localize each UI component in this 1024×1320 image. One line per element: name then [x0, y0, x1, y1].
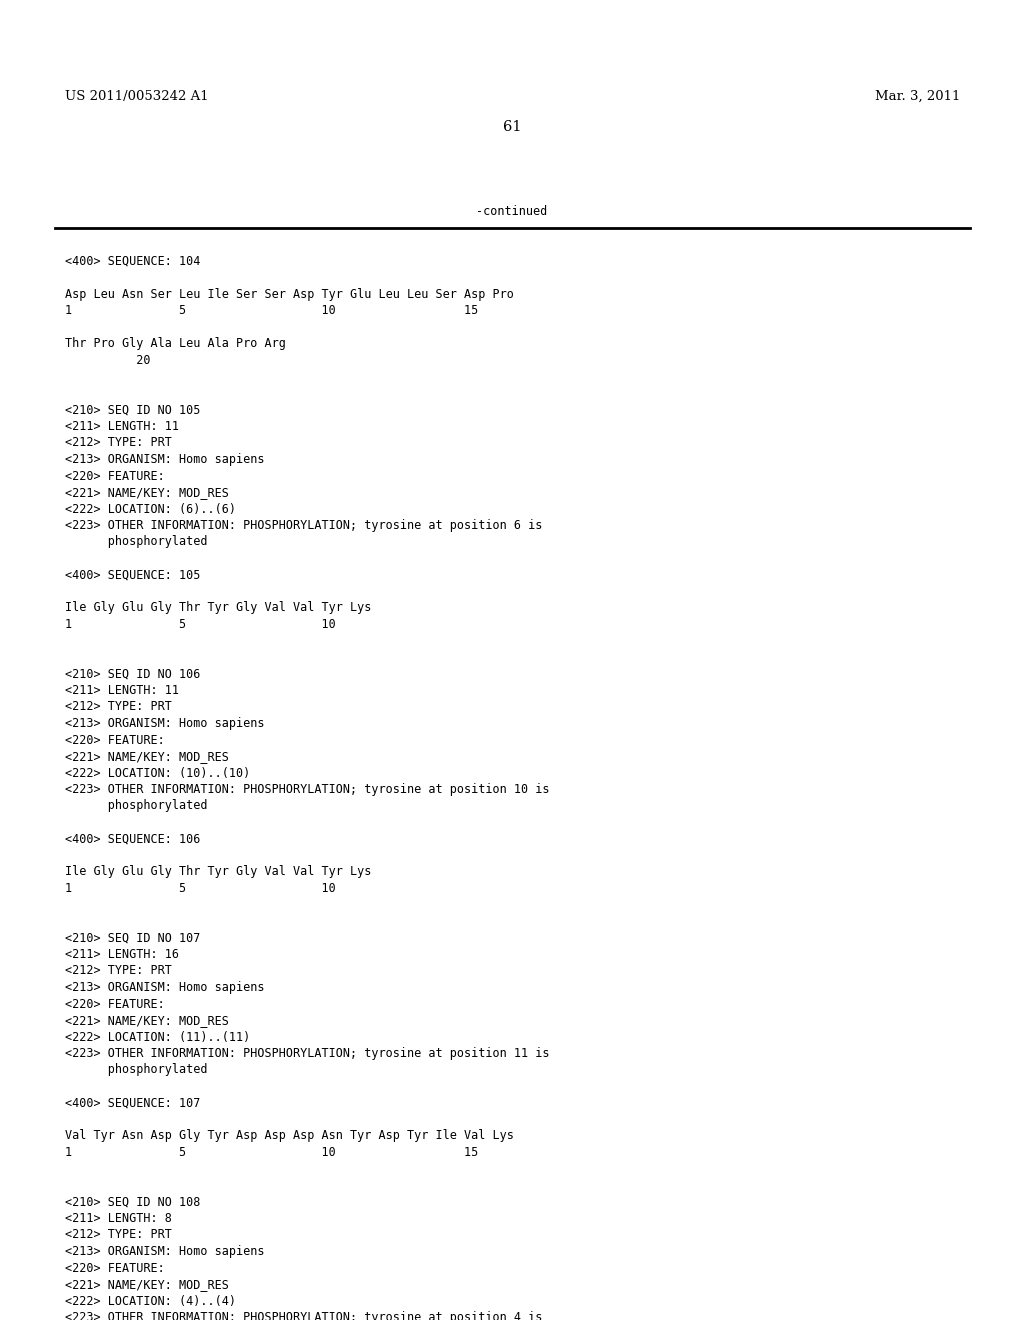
Text: 20: 20 — [65, 354, 151, 367]
Text: <222> LOCATION: (4)..(4): <222> LOCATION: (4)..(4) — [65, 1295, 236, 1308]
Text: <222> LOCATION: (6)..(6): <222> LOCATION: (6)..(6) — [65, 503, 236, 516]
Text: <222> LOCATION: (11)..(11): <222> LOCATION: (11)..(11) — [65, 1031, 250, 1044]
Text: <223> OTHER INFORMATION: PHOSPHORYLATION; tyrosine at position 4 is: <223> OTHER INFORMATION: PHOSPHORYLATION… — [65, 1311, 543, 1320]
Text: <220> FEATURE:: <220> FEATURE: — [65, 998, 165, 1011]
Text: <212> TYPE: PRT: <212> TYPE: PRT — [65, 965, 172, 978]
Text: <210> SEQ ID NO 108: <210> SEQ ID NO 108 — [65, 1196, 201, 1209]
Text: <213> ORGANISM: Homo sapiens: <213> ORGANISM: Homo sapiens — [65, 981, 264, 994]
Text: <221> NAME/KEY: MOD_RES: <221> NAME/KEY: MOD_RES — [65, 750, 229, 763]
Text: <220> FEATURE:: <220> FEATURE: — [65, 470, 165, 483]
Text: phosphorylated: phosphorylated — [65, 800, 208, 813]
Text: <400> SEQUENCE: 106: <400> SEQUENCE: 106 — [65, 833, 201, 846]
Text: <212> TYPE: PRT: <212> TYPE: PRT — [65, 1229, 172, 1242]
Text: <220> FEATURE:: <220> FEATURE: — [65, 734, 165, 747]
Text: phosphorylated: phosphorylated — [65, 1064, 208, 1077]
Text: Asp Leu Asn Ser Leu Ile Ser Ser Asp Tyr Glu Leu Leu Ser Asp Pro: Asp Leu Asn Ser Leu Ile Ser Ser Asp Tyr … — [65, 288, 514, 301]
Text: <400> SEQUENCE: 107: <400> SEQUENCE: 107 — [65, 1097, 201, 1110]
Text: <400> SEQUENCE: 104: <400> SEQUENCE: 104 — [65, 255, 201, 268]
Text: Mar. 3, 2011: Mar. 3, 2011 — [874, 90, 961, 103]
Text: <222> LOCATION: (10)..(10): <222> LOCATION: (10)..(10) — [65, 767, 250, 780]
Text: <220> FEATURE:: <220> FEATURE: — [65, 1262, 165, 1275]
Text: 1               5                   10: 1 5 10 — [65, 618, 336, 631]
Text: <213> ORGANISM: Homo sapiens: <213> ORGANISM: Homo sapiens — [65, 1245, 264, 1258]
Text: <213> ORGANISM: Homo sapiens: <213> ORGANISM: Homo sapiens — [65, 453, 264, 466]
Text: <221> NAME/KEY: MOD_RES: <221> NAME/KEY: MOD_RES — [65, 1278, 229, 1291]
Text: <212> TYPE: PRT: <212> TYPE: PRT — [65, 701, 172, 714]
Text: US 2011/0053242 A1: US 2011/0053242 A1 — [65, 90, 209, 103]
Text: Ile Gly Glu Gly Thr Tyr Gly Val Val Tyr Lys: Ile Gly Glu Gly Thr Tyr Gly Val Val Tyr … — [65, 866, 372, 879]
Text: 61: 61 — [503, 120, 521, 135]
Text: 1               5                   10                  15: 1 5 10 15 — [65, 1146, 478, 1159]
Text: <211> LENGTH: 16: <211> LENGTH: 16 — [65, 948, 179, 961]
Text: 1               5                   10: 1 5 10 — [65, 882, 336, 895]
Text: Val Tyr Asn Asp Gly Tyr Asp Asp Asp Asn Tyr Asp Tyr Ile Val Lys: Val Tyr Asn Asp Gly Tyr Asp Asp Asp Asn … — [65, 1130, 514, 1143]
Text: Thr Pro Gly Ala Leu Ala Pro Arg: Thr Pro Gly Ala Leu Ala Pro Arg — [65, 338, 286, 351]
Text: <212> TYPE: PRT: <212> TYPE: PRT — [65, 437, 172, 450]
Text: Ile Gly Glu Gly Thr Tyr Gly Val Val Tyr Lys: Ile Gly Glu Gly Thr Tyr Gly Val Val Tyr … — [65, 602, 372, 615]
Text: 1               5                   10                  15: 1 5 10 15 — [65, 305, 478, 318]
Text: <211> LENGTH: 11: <211> LENGTH: 11 — [65, 684, 179, 697]
Text: <211> LENGTH: 11: <211> LENGTH: 11 — [65, 420, 179, 433]
Text: <221> NAME/KEY: MOD_RES: <221> NAME/KEY: MOD_RES — [65, 486, 229, 499]
Text: <221> NAME/KEY: MOD_RES: <221> NAME/KEY: MOD_RES — [65, 1014, 229, 1027]
Text: <211> LENGTH: 8: <211> LENGTH: 8 — [65, 1212, 172, 1225]
Text: <223> OTHER INFORMATION: PHOSPHORYLATION; tyrosine at position 10 is: <223> OTHER INFORMATION: PHOSPHORYLATION… — [65, 783, 550, 796]
Text: <223> OTHER INFORMATION: PHOSPHORYLATION; tyrosine at position 11 is: <223> OTHER INFORMATION: PHOSPHORYLATION… — [65, 1047, 550, 1060]
Text: <210> SEQ ID NO 105: <210> SEQ ID NO 105 — [65, 404, 201, 417]
Text: phosphorylated: phosphorylated — [65, 536, 208, 549]
Text: <213> ORGANISM: Homo sapiens: <213> ORGANISM: Homo sapiens — [65, 717, 264, 730]
Text: <210> SEQ ID NO 107: <210> SEQ ID NO 107 — [65, 932, 201, 945]
Text: <223> OTHER INFORMATION: PHOSPHORYLATION; tyrosine at position 6 is: <223> OTHER INFORMATION: PHOSPHORYLATION… — [65, 519, 543, 532]
Text: <400> SEQUENCE: 105: <400> SEQUENCE: 105 — [65, 569, 201, 582]
Text: <210> SEQ ID NO 106: <210> SEQ ID NO 106 — [65, 668, 201, 681]
Text: -continued: -continued — [476, 205, 548, 218]
